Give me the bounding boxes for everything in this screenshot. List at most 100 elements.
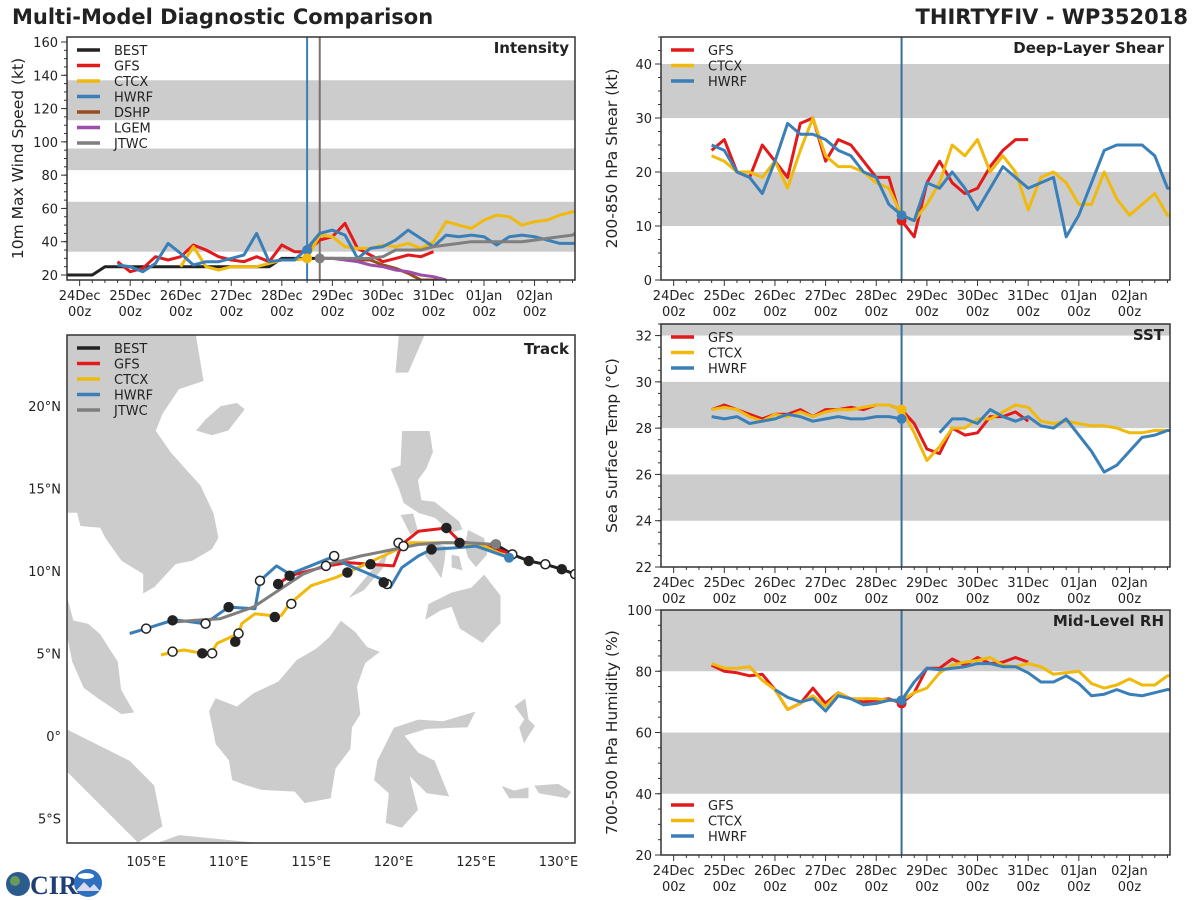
x-tick-time: 00z bbox=[865, 880, 889, 895]
x-tick-date: 30Dec bbox=[957, 289, 999, 304]
x-tick-label: 28Dec 00z bbox=[855, 289, 897, 320]
x-tick-date: 01Jan bbox=[1061, 289, 1098, 304]
x-tick-label: 31Dec 00z bbox=[1007, 864, 1049, 895]
x-tick-time: 00z bbox=[1118, 592, 1142, 607]
x-tick-label: 31Dec 00z bbox=[1007, 289, 1049, 320]
track-current-hwrf bbox=[504, 552, 515, 563]
x-tick-date: 30Dec bbox=[362, 289, 404, 304]
legend-label-hwrf: HWRF bbox=[708, 362, 747, 377]
track-point-open bbox=[569, 568, 575, 580]
x-tick-time: 00z bbox=[915, 305, 939, 320]
x-tick-label: 02Jan 00z bbox=[516, 289, 553, 320]
shaded-band bbox=[67, 80, 575, 121]
legend-label-hwrf: HWRF bbox=[708, 75, 747, 90]
marker-hwrf bbox=[302, 245, 313, 256]
x-tick-date: 26Dec bbox=[754, 289, 796, 304]
legend-label-ctcx: CTCX bbox=[708, 347, 742, 362]
globe-land-icon bbox=[10, 876, 20, 886]
x-tick-time: 00z bbox=[270, 305, 294, 320]
track-point-open bbox=[200, 618, 211, 629]
y-tick-label: 60 bbox=[41, 202, 58, 217]
x-tick-label: 27Dec 00z bbox=[210, 289, 252, 320]
y-tick-label: 32 bbox=[635, 330, 652, 345]
legend-label-gfs: GFS bbox=[708, 331, 734, 346]
x-tick-date: 27Dec bbox=[805, 864, 847, 879]
x-tick-label: 28Dec 00z bbox=[855, 864, 897, 895]
x-tick-label: 30Dec 00z bbox=[957, 576, 999, 607]
x-tick-time: 00z bbox=[1017, 880, 1041, 895]
land-mindanao bbox=[424, 573, 502, 644]
x-tick-time: 00z bbox=[1017, 305, 1041, 320]
x-tick-date: 24Dec bbox=[59, 289, 101, 304]
x-tick-date: 26Dec bbox=[160, 289, 202, 304]
x-tick-time: 00z bbox=[763, 592, 787, 607]
y-tick-label: 40 bbox=[635, 58, 652, 73]
track-point-filled bbox=[454, 537, 465, 549]
x-tick-label: 01Jan 00z bbox=[466, 289, 503, 320]
series-hwrf-line bbox=[711, 121, 1170, 239]
shaded-band bbox=[661, 381, 1170, 429]
track-point-filled bbox=[196, 648, 208, 659]
track-point-filled bbox=[426, 544, 437, 555]
y-axis-label: 700-500 hPa Humidity (%) bbox=[603, 630, 621, 835]
map-frame bbox=[66, 334, 576, 844]
x-tick-time: 00z bbox=[321, 305, 345, 320]
storm-id: THIRTYFIV - WP352018 bbox=[915, 5, 1188, 29]
x-tick-date: 01Jan bbox=[466, 289, 503, 304]
track-point-open bbox=[206, 648, 218, 659]
track-point-filled bbox=[365, 559, 376, 570]
y-tick-label: 20 bbox=[635, 166, 652, 181]
x-tick-label: 26Dec 00z bbox=[160, 289, 202, 320]
x-tick-date: 01Jan bbox=[1061, 864, 1098, 879]
x-tick-date: 28Dec bbox=[855, 864, 897, 879]
y-tick-label: 160 bbox=[33, 36, 58, 51]
x-tick-time: 00z bbox=[713, 305, 737, 320]
shaded-band bbox=[661, 64, 1170, 118]
track-point-open bbox=[328, 550, 340, 562]
x-tick-time: 00z bbox=[713, 592, 737, 607]
x-tick-label: 28Dec 00z bbox=[261, 289, 303, 320]
legend-label-ctcx: CTCX bbox=[114, 75, 148, 90]
y-axis-label: Sea Surface Temp (°C) bbox=[603, 358, 621, 533]
lat-tick-label: 0° bbox=[46, 730, 61, 745]
x-tick-label: 29Dec 00z bbox=[906, 289, 948, 320]
x-tick-time: 00z bbox=[966, 305, 990, 320]
y-tick-label: 30 bbox=[635, 112, 652, 127]
shaded-band bbox=[661, 610, 1170, 672]
land-halmahera bbox=[513, 697, 536, 745]
x-tick-date: 31Dec bbox=[1007, 289, 1049, 304]
legend-label-dshp: DSHP bbox=[114, 106, 150, 121]
land-taiwan bbox=[394, 335, 426, 374]
legend-label-hwrf: HWRF bbox=[114, 389, 153, 404]
legend-label-best: BEST bbox=[114, 44, 147, 59]
x-tick-time: 00z bbox=[662, 880, 686, 895]
y-tick-label: 40 bbox=[41, 236, 58, 251]
x-tick-label: 29Dec 00z bbox=[906, 864, 948, 895]
x-tick-time: 00z bbox=[220, 305, 244, 320]
track-point-filled bbox=[342, 567, 353, 578]
x-tick-date: 31Dec bbox=[1007, 864, 1049, 879]
x-tick-date: 26Dec bbox=[754, 864, 796, 879]
x-tick-label: 31Dec 00z bbox=[1007, 576, 1049, 607]
x-tick-time: 00z bbox=[814, 880, 838, 895]
marker-ctcx bbox=[896, 404, 907, 415]
track-point-filled bbox=[556, 563, 568, 575]
x-tick-label: 26Dec 00z bbox=[754, 576, 796, 607]
x-tick-date: 02Jan bbox=[1111, 289, 1148, 304]
x-tick-label: 24Dec 00z bbox=[653, 289, 695, 320]
x-tick-time: 00z bbox=[865, 592, 889, 607]
x-tick-label: 26Dec 00z bbox=[754, 289, 796, 320]
legend-label-jtwc: JTWC bbox=[113, 137, 148, 152]
track-point-filled bbox=[229, 636, 241, 648]
lon-tick-label: 110°E bbox=[209, 855, 249, 870]
y-axis-label: 200-850 hPa Shear (kt) bbox=[603, 69, 621, 249]
y-tick-label: 28 bbox=[635, 422, 652, 437]
series-gfs-line bbox=[710, 116, 1029, 239]
x-tick-label: 29Dec 00z bbox=[312, 289, 354, 320]
series-gfs-line bbox=[710, 656, 1029, 711]
x-tick-time: 00z bbox=[422, 305, 446, 320]
x-tick-date: 27Dec bbox=[210, 289, 252, 304]
land-buru bbox=[500, 784, 530, 799]
legend-label-ctcx: CTCX bbox=[708, 60, 742, 75]
y-tick-label: 80 bbox=[41, 169, 58, 184]
